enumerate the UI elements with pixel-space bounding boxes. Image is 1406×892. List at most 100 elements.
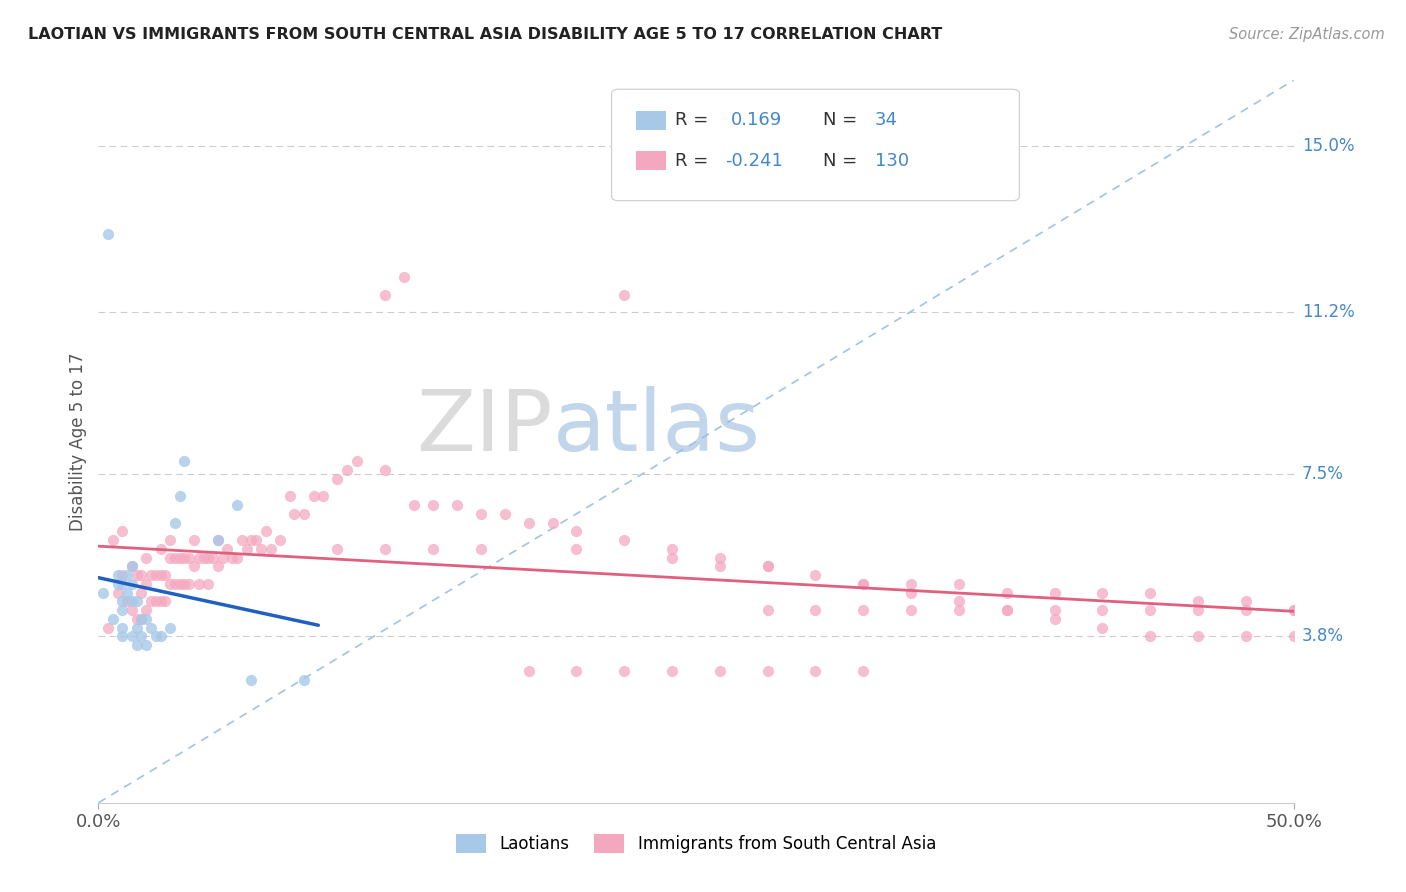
Point — [231, 533, 253, 547]
Point — [517, 665, 540, 679]
Point — [135, 577, 157, 591]
Point — [125, 638, 148, 652]
Point — [149, 594, 172, 608]
Point — [163, 577, 186, 591]
Point — [111, 621, 134, 635]
Text: N =: N = — [823, 112, 862, 129]
Point — [169, 489, 191, 503]
Point — [226, 550, 249, 565]
Point — [121, 559, 143, 574]
Point — [121, 603, 143, 617]
Point — [852, 603, 875, 617]
Point — [173, 577, 195, 591]
Point — [756, 665, 779, 679]
Point — [995, 585, 1018, 599]
Point — [187, 550, 209, 565]
Point — [163, 516, 186, 530]
Point — [101, 612, 124, 626]
Point — [197, 550, 219, 565]
Point — [1282, 603, 1305, 617]
Point — [145, 594, 167, 608]
Text: 11.2%: 11.2% — [1302, 303, 1354, 321]
Point — [900, 603, 922, 617]
Point — [402, 498, 425, 512]
Point — [107, 577, 129, 591]
Point — [221, 550, 243, 565]
Point — [565, 524, 588, 539]
Point — [709, 559, 731, 574]
Text: N =: N = — [823, 152, 862, 169]
Point — [159, 533, 181, 547]
Point — [173, 454, 195, 468]
Point — [183, 533, 205, 547]
Point — [115, 585, 138, 599]
Point — [292, 673, 315, 688]
Point — [374, 541, 396, 556]
Point — [145, 568, 167, 582]
Point — [565, 665, 588, 679]
Point — [183, 559, 205, 574]
Point — [91, 585, 114, 599]
Point — [111, 577, 134, 591]
Point — [245, 533, 267, 547]
Point — [1139, 603, 1161, 617]
Point — [179, 550, 201, 565]
Point — [111, 524, 134, 539]
Point — [211, 550, 233, 565]
Point — [149, 568, 172, 582]
Point — [948, 603, 970, 617]
Point — [1139, 629, 1161, 643]
Point — [470, 507, 492, 521]
Point — [302, 489, 325, 503]
Point — [1282, 629, 1305, 643]
Point — [1187, 603, 1209, 617]
Point — [1043, 603, 1066, 617]
Point — [202, 550, 225, 565]
Point — [995, 603, 1018, 617]
Point — [446, 498, 468, 512]
Point — [169, 577, 191, 591]
Point — [97, 621, 120, 635]
Point — [374, 288, 396, 302]
Point — [326, 472, 349, 486]
Text: 130: 130 — [875, 152, 908, 169]
Point — [121, 594, 143, 608]
Point — [1234, 629, 1257, 643]
Point — [187, 577, 209, 591]
Point — [1234, 603, 1257, 617]
Point — [1187, 594, 1209, 608]
Point — [240, 673, 263, 688]
Point — [852, 665, 875, 679]
Point — [139, 568, 162, 582]
Point — [250, 541, 273, 556]
Point — [1091, 585, 1114, 599]
Point — [269, 533, 291, 547]
Point — [207, 533, 229, 547]
Point — [149, 541, 172, 556]
Point — [661, 541, 683, 556]
Text: 34: 34 — [875, 112, 897, 129]
Point — [101, 533, 124, 547]
Point — [756, 559, 779, 574]
Point — [374, 463, 396, 477]
Point — [97, 227, 120, 241]
Point — [139, 621, 162, 635]
Point — [254, 524, 277, 539]
Point — [1282, 603, 1305, 617]
Point — [155, 594, 177, 608]
Point — [135, 550, 157, 565]
Point — [336, 463, 359, 477]
Point — [422, 498, 444, 512]
Point — [804, 665, 827, 679]
Point — [207, 559, 229, 574]
Point — [756, 603, 779, 617]
Point — [111, 594, 134, 608]
Point — [1187, 629, 1209, 643]
Point — [121, 629, 143, 643]
Point — [111, 629, 134, 643]
Point — [283, 507, 305, 521]
Point — [1234, 594, 1257, 608]
Point — [613, 533, 636, 547]
Point — [661, 665, 683, 679]
Point — [422, 541, 444, 556]
